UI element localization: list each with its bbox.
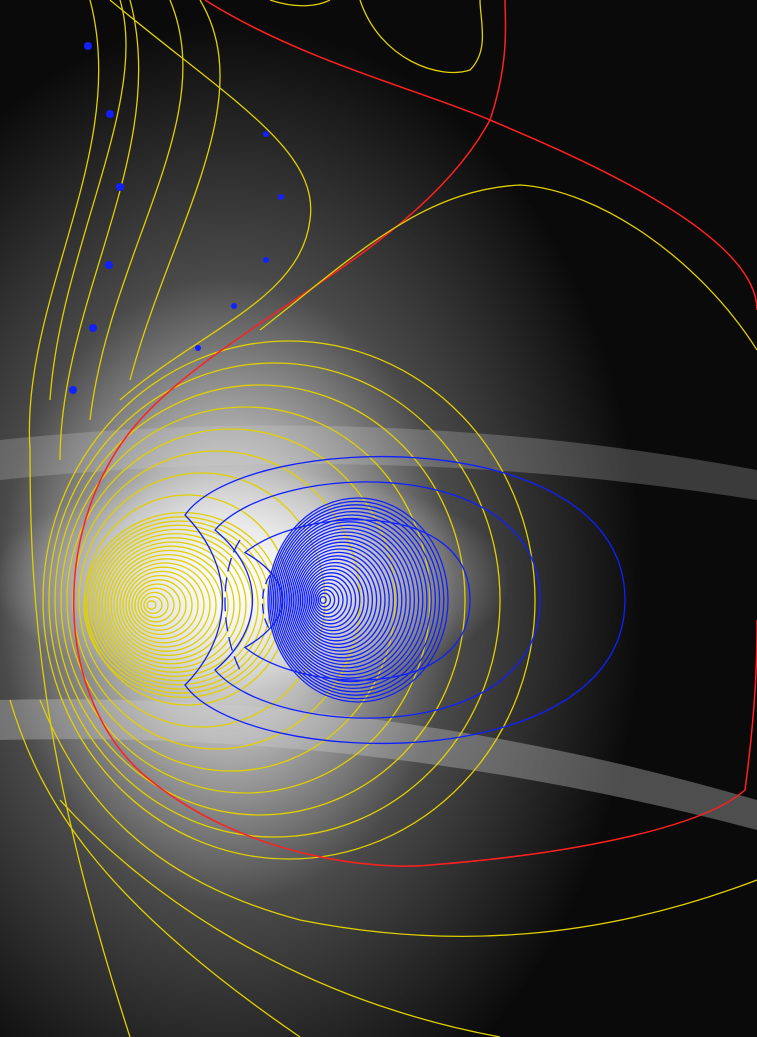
contour [107, 545, 235, 665]
contour [122, 566, 205, 644]
contour [303, 565, 365, 635]
contour [276, 514, 428, 686]
contour [310, 578, 348, 622]
contour [54, 384, 466, 816]
contour [143, 595, 163, 615]
contour [137, 587, 175, 623]
contour [110, 549, 229, 661]
contour [285, 531, 407, 669]
contour [128, 574, 193, 636]
contour [95, 528, 259, 682]
contour [48, 362, 501, 838]
contour [297, 555, 378, 645]
contour [315, 589, 336, 611]
contour [278, 517, 424, 683]
contour [308, 575, 353, 625]
contour [140, 591, 169, 619]
point [195, 345, 201, 351]
point [263, 257, 269, 263]
point [105, 261, 113, 269]
contour [146, 600, 157, 610]
point [84, 42, 92, 50]
contour [288, 538, 399, 662]
contour [305, 568, 361, 632]
contour [312, 582, 344, 618]
contour [101, 537, 247, 673]
band [0, 699, 757, 830]
contour [292, 544, 390, 656]
point [231, 303, 237, 309]
contour [306, 572, 357, 628]
contour [296, 551, 382, 649]
contour [78, 472, 326, 728]
contour [269, 500, 445, 700]
contour [279, 521, 420, 679]
point [263, 131, 269, 137]
contour [104, 541, 241, 669]
contour [134, 583, 181, 627]
contour [270, 504, 441, 696]
contour [119, 562, 211, 648]
contour [125, 570, 199, 640]
contour [314, 585, 340, 615]
contour [274, 510, 432, 690]
contour [131, 579, 187, 631]
contour [261, 574, 271, 631]
contour [290, 541, 395, 659]
outer-contours [9, 0, 757, 1037]
point [278, 194, 284, 200]
contour [243, 519, 471, 681]
contour [224, 539, 241, 671]
contour [86, 516, 277, 694]
contour [42, 340, 536, 860]
contour [283, 527, 411, 673]
separatrix [73, 0, 757, 867]
contour [66, 428, 396, 772]
point [106, 110, 114, 118]
probe-points [69, 42, 284, 394]
point [69, 386, 77, 394]
blue-contours [184, 455, 626, 745]
contour [319, 595, 327, 605]
contour [294, 548, 386, 652]
contour [272, 507, 437, 693]
contour [317, 592, 332, 608]
contour [60, 406, 431, 794]
contour [299, 558, 374, 642]
contour [214, 481, 541, 719]
contour [116, 558, 217, 652]
contour [92, 524, 265, 686]
contour [184, 455, 626, 745]
contour [267, 497, 449, 703]
contour [287, 534, 403, 666]
yellow-contours [42, 340, 536, 860]
point [116, 183, 124, 191]
contour [301, 561, 369, 639]
band [0, 425, 757, 500]
point [89, 324, 97, 332]
